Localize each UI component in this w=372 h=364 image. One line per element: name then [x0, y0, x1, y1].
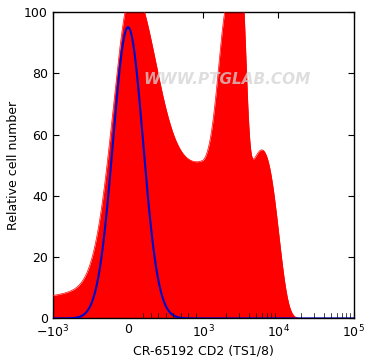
Text: WWW.PTGLAB.COM: WWW.PTGLAB.COM [144, 72, 311, 87]
X-axis label: CR-65192 CD2 (TS1/8): CR-65192 CD2 (TS1/8) [133, 344, 274, 357]
Y-axis label: Relative cell number: Relative cell number [7, 100, 20, 230]
